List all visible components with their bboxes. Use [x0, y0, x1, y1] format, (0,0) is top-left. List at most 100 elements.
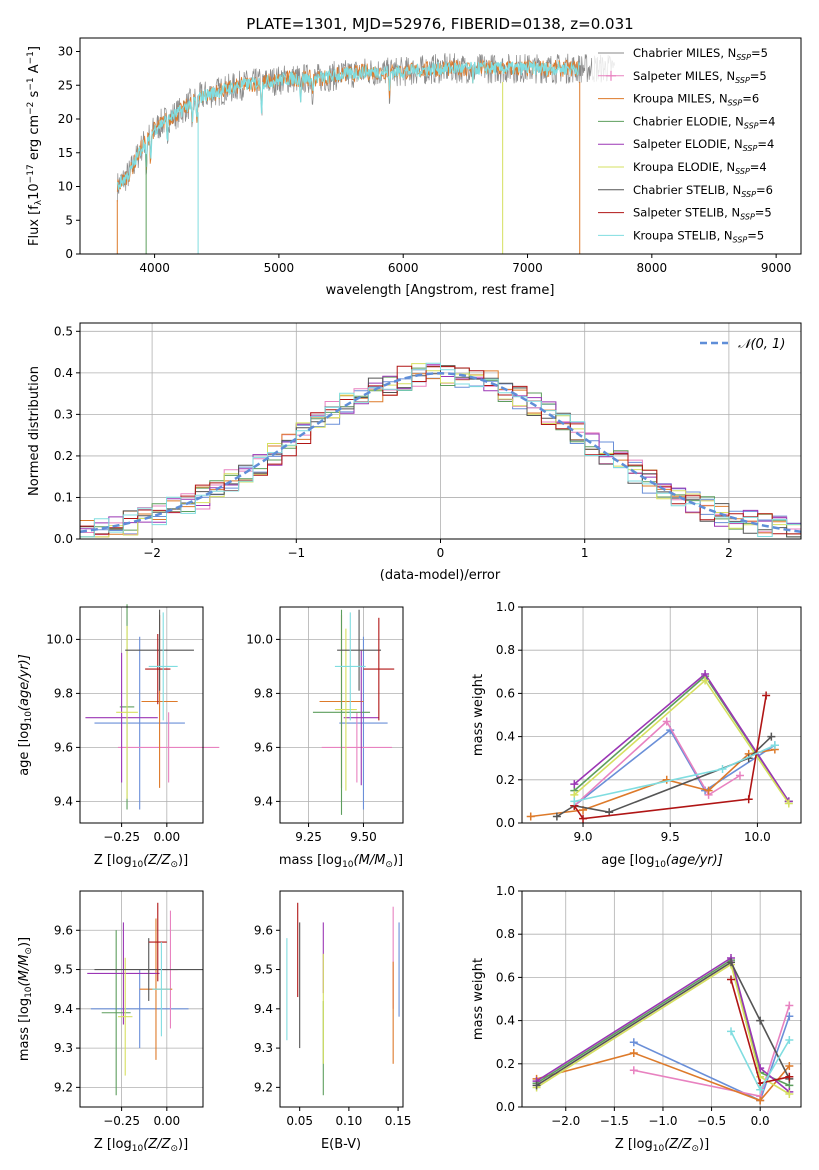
weight-vs-age-series-line	[573, 679, 790, 805]
residuals-y-label: Normed distribution	[27, 366, 42, 496]
gaussian-curve	[79, 372, 802, 533]
weight-vs-age-point-marker	[570, 780, 579, 789]
age-vs-z-y-tick-label: 9.8	[54, 686, 73, 700]
weight-vs-z-point-marker	[756, 1096, 765, 1105]
weight-vs-z-y-tick-label: 1.0	[496, 884, 515, 898]
weight-vs-age-axes-frame	[521, 606, 802, 824]
weight-vs-age-series-line	[573, 720, 741, 807]
residuals-x-tick-label: 0	[437, 546, 445, 560]
age-vs-mass-errorbar-point	[343, 650, 379, 786]
weight-vs-age-y-tick-label: 0.0	[496, 816, 515, 830]
weight-vs-z-x-tick-label: 0.0	[751, 1114, 770, 1128]
weight-vs-age-point-marker	[770, 741, 779, 750]
age-vs-z-y-tick-label: 9.6	[54, 740, 73, 754]
age-vs-mass-y-tick-label: 9.6	[254, 740, 273, 754]
spectrum-legend-label: Salpeter STELIB, NSSP=5	[633, 206, 772, 222]
weight-vs-z-y-label: mass weight	[471, 958, 486, 1040]
spectrum-legend-label: Salpeter ELODIE, NSSP=4	[633, 137, 774, 153]
mass-vs-z-y-tick-label: 9.6	[54, 923, 73, 937]
spectrum-x-ticks: 4000 5000 6000 7000 8000 9000	[139, 254, 791, 275]
weight-vs-z-point-marker	[785, 1001, 794, 1010]
age-vs-z-errorbar-point	[94, 636, 185, 810]
age-vs-mass-x-tick-label: 9.50	[350, 830, 377, 844]
spectrum-x-tick-label: 7000	[512, 261, 543, 275]
mass-vs-ebv-axes-frame	[279, 890, 404, 1108]
weight-vs-age-plot-area: 9.0 9.5 10.0 0.0 0.2 0.4 0.6 0.8 1.0	[496, 600, 801, 844]
weight-vs-age-point-marker	[784, 799, 793, 808]
residuals-y-tick-label: 0.4	[54, 366, 73, 380]
mass-vs-z-y-tick-label: 9.4	[54, 1002, 73, 1016]
age-vs-z-plot-area: −0.25 0.00 9.4 9.6 9.8 10.0	[46, 604, 220, 844]
mass-vs-ebv-panel: 0.05 0.10 0.15 9.2 9.3 9.4 9.5 9.6 E(B-V)	[254, 890, 411, 1152]
mass-vs-z-y-tick-label: 9.2	[54, 1080, 73, 1094]
weight-vs-z-plot-area: −2.0 −1.5 −1.0 −0.5 0.0 0.0 0.2 0.4 0.6 0.8 1.0	[496, 884, 801, 1128]
weight-vs-age-series-line	[573, 728, 776, 807]
spectrum-x-tick-label: 5000	[264, 261, 295, 275]
age-vs-mass-y-tick-label: 10.0	[246, 632, 273, 646]
mass-vs-z-x-tick-label: 0.00	[153, 1114, 180, 1128]
weight-vs-z-point-marker	[756, 1085, 765, 1094]
mass-vs-z-errorbar-point	[90, 969, 189, 1049]
weight-vs-z-point-marker	[785, 1036, 794, 1045]
mass-vs-ebv-x-tick-label: 0.10	[336, 1114, 363, 1128]
age-vs-mass-x-tick-label: 9.25	[295, 830, 322, 844]
age-vs-z-errorbar-point	[116, 625, 138, 799]
age-vs-z-y-tick-label: 10.0	[46, 632, 73, 646]
spectrum-y-tick-label: 10	[58, 180, 73, 194]
mass-vs-ebv-y-tick-label: 9.4	[254, 1002, 273, 1016]
age-vs-mass-errorbar-point	[312, 609, 371, 815]
spectrum-y-tick-label: 0	[65, 247, 73, 261]
weight-vs-z-x-tick-label: −0.5	[697, 1114, 726, 1128]
mass-vs-z-errorbar-point	[117, 957, 133, 1076]
spectrum-legend-label: Kroupa MILES, NSSP=6	[633, 92, 759, 108]
age-vs-mass-y-tick-label: 9.4	[254, 794, 273, 808]
age-vs-mass-errorbar-point	[337, 609, 382, 691]
weight-vs-z-point-marker	[785, 1072, 794, 1081]
weight-vs-z-point-marker	[727, 975, 736, 984]
weight-vs-z-point-marker	[629, 1038, 638, 1047]
mass-vs-z-x-label: Z [log10(Z/Z⊙)]	[94, 1137, 188, 1154]
weight-vs-age-x-tick-label: 9.0	[573, 830, 592, 844]
weight-vs-age-panel: 9.0 9.5 10.0 0.0 0.2 0.4 0.6 0.8 1.0 age [log10(…	[471, 600, 802, 870]
mass-vs-z-panel: −0.25 0.00 9.2 9.3 9.4 9.5 9.6 Z [log10(Z/Z⊙)]…	[17, 890, 204, 1154]
weight-vs-age-series-line	[573, 695, 767, 820]
weight-vs-age-point-marker	[744, 795, 753, 804]
residual-histogram-kroupa-elodie	[80, 363, 801, 538]
age-vs-mass-errorbar-point	[339, 636, 388, 810]
mass-vs-ebv-x-tick-label: 0.05	[286, 1114, 313, 1128]
weight-vs-age-x-tick-label: 10.0	[744, 830, 771, 844]
weight-vs-age-point-marker	[570, 797, 579, 806]
spectrum-x-tick-label: 6000	[388, 261, 419, 275]
weight-vs-z-y-tick-label: 0.6	[496, 970, 515, 984]
weight-vs-age-y-tick-label: 0.6	[496, 686, 515, 700]
age-vs-z-y-tick-label: 9.4	[54, 794, 73, 808]
age-vs-z-errorbar-point	[148, 612, 178, 721]
weight-vs-z-series-line	[536, 958, 790, 1087]
spectrum-x-tick-label: 9000	[761, 261, 792, 275]
residuals-plot-area	[79, 362, 802, 538]
mass-vs-ebv-plot-area: 0.05 0.10 0.15 9.2 9.3 9.4 9.5 9.6	[254, 902, 411, 1128]
weight-vs-age-y-tick-label: 0.4	[496, 730, 515, 744]
weight-vs-z-point-marker	[756, 1016, 765, 1025]
spectrum-panel: PLATE=1301, MJD=52976, FIBERID=0138, z=0…	[26, 15, 802, 298]
weight-vs-z-point-marker	[629, 1066, 638, 1075]
age-vs-mass-plot-area: 9.25 9.50 9.4 9.6 9.8 10.0	[246, 607, 403, 844]
weight-vs-z-point-marker	[532, 1081, 541, 1090]
weight-vs-age-point-marker	[718, 765, 727, 773]
weight-vs-z-point-marker	[629, 1049, 638, 1057]
residuals-x-tick-label: 1	[581, 546, 589, 560]
residuals-y-tick-label: 0.5	[54, 324, 73, 338]
mass-vs-z-x-tick-label: −0.25	[103, 1114, 140, 1128]
spectrum-legend-label: Chabrier ELODIE, NSSP=4	[633, 114, 775, 130]
kroupa-stelib-model-line	[116, 60, 581, 190]
weight-vs-age-point-marker	[762, 691, 771, 700]
weight-vs-z-y-tick-label: 0.2	[496, 1057, 515, 1071]
age-vs-mass-errorbar-point	[334, 612, 366, 721]
residual-histogram-kroupa-stelib	[80, 362, 801, 538]
mass-vs-ebv-y-tick-label: 9.5	[254, 963, 273, 977]
age-vs-z-axes-frame	[79, 606, 204, 824]
mass-vs-z-y-label: mass [log10(M/M⊙)]	[17, 937, 34, 1061]
weight-vs-age-series-line	[530, 748, 775, 818]
age-vs-mass-y-tick-label: 9.8	[254, 686, 273, 700]
weight-vs-z-series-line	[536, 961, 791, 1087]
